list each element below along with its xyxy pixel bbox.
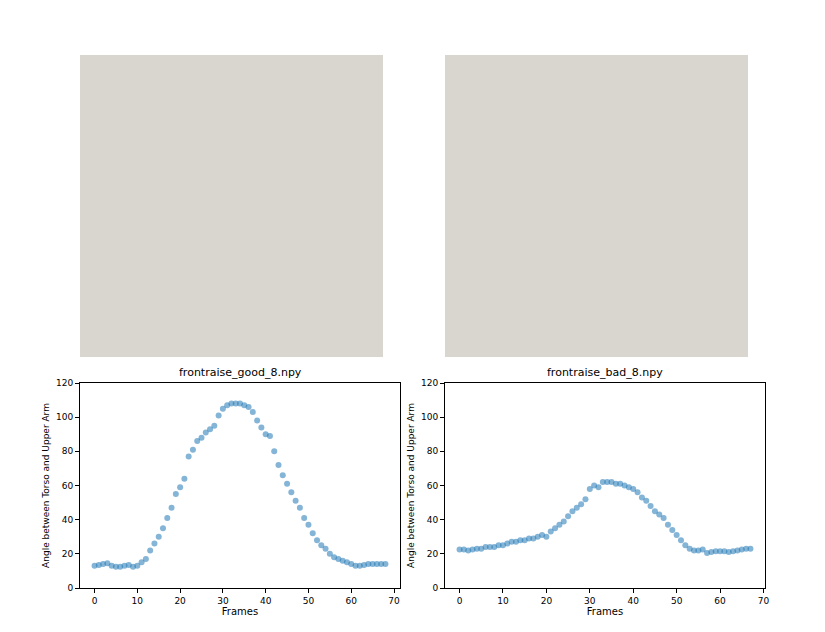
svg-text:10: 10 — [132, 596, 144, 606]
svg-text:60: 60 — [427, 481, 439, 491]
svg-text:60: 60 — [346, 596, 358, 606]
svg-text:50: 50 — [671, 596, 683, 606]
svg-text:60: 60 — [714, 596, 726, 606]
svg-text:20: 20 — [541, 596, 553, 606]
svg-text:50: 50 — [303, 596, 315, 606]
svg-text:frontraise_good_8.npy: frontraise_good_8.npy — [179, 366, 302, 379]
svg-text:10: 10 — [497, 596, 509, 606]
svg-text:Frames: Frames — [222, 606, 258, 617]
svg-text:60: 60 — [62, 481, 74, 491]
svg-text:40: 40 — [62, 515, 74, 525]
svg-text:120: 120 — [421, 378, 438, 388]
svg-text:20: 20 — [62, 549, 74, 559]
svg-text:0: 0 — [457, 596, 463, 606]
svg-text:100: 100 — [56, 412, 73, 422]
svg-text:120: 120 — [56, 378, 73, 388]
svg-text:0: 0 — [67, 583, 73, 593]
svg-text:Angle between Torso and Upper: Angle between Torso and Upper Arm — [41, 403, 51, 568]
svg-text:20: 20 — [174, 596, 186, 606]
svg-text:0: 0 — [432, 583, 438, 593]
svg-text:20: 20 — [427, 549, 439, 559]
svg-text:frontraise_bad_8.npy: frontraise_bad_8.npy — [547, 366, 663, 379]
svg-text:Angle between Torso and Upper: Angle between Torso and Upper Arm — [406, 403, 416, 568]
svg-text:100: 100 — [421, 412, 438, 422]
svg-text:70: 70 — [758, 596, 770, 606]
svg-text:40: 40 — [627, 596, 639, 606]
svg-text:Frames: Frames — [587, 606, 623, 617]
svg-text:40: 40 — [260, 596, 272, 606]
svg-text:80: 80 — [62, 446, 74, 456]
svg-text:70: 70 — [388, 596, 400, 606]
svg-text:30: 30 — [584, 596, 596, 606]
svg-text:80: 80 — [427, 446, 439, 456]
svg-text:30: 30 — [217, 596, 229, 606]
svg-text:0: 0 — [92, 596, 98, 606]
svg-text:40: 40 — [427, 515, 439, 525]
